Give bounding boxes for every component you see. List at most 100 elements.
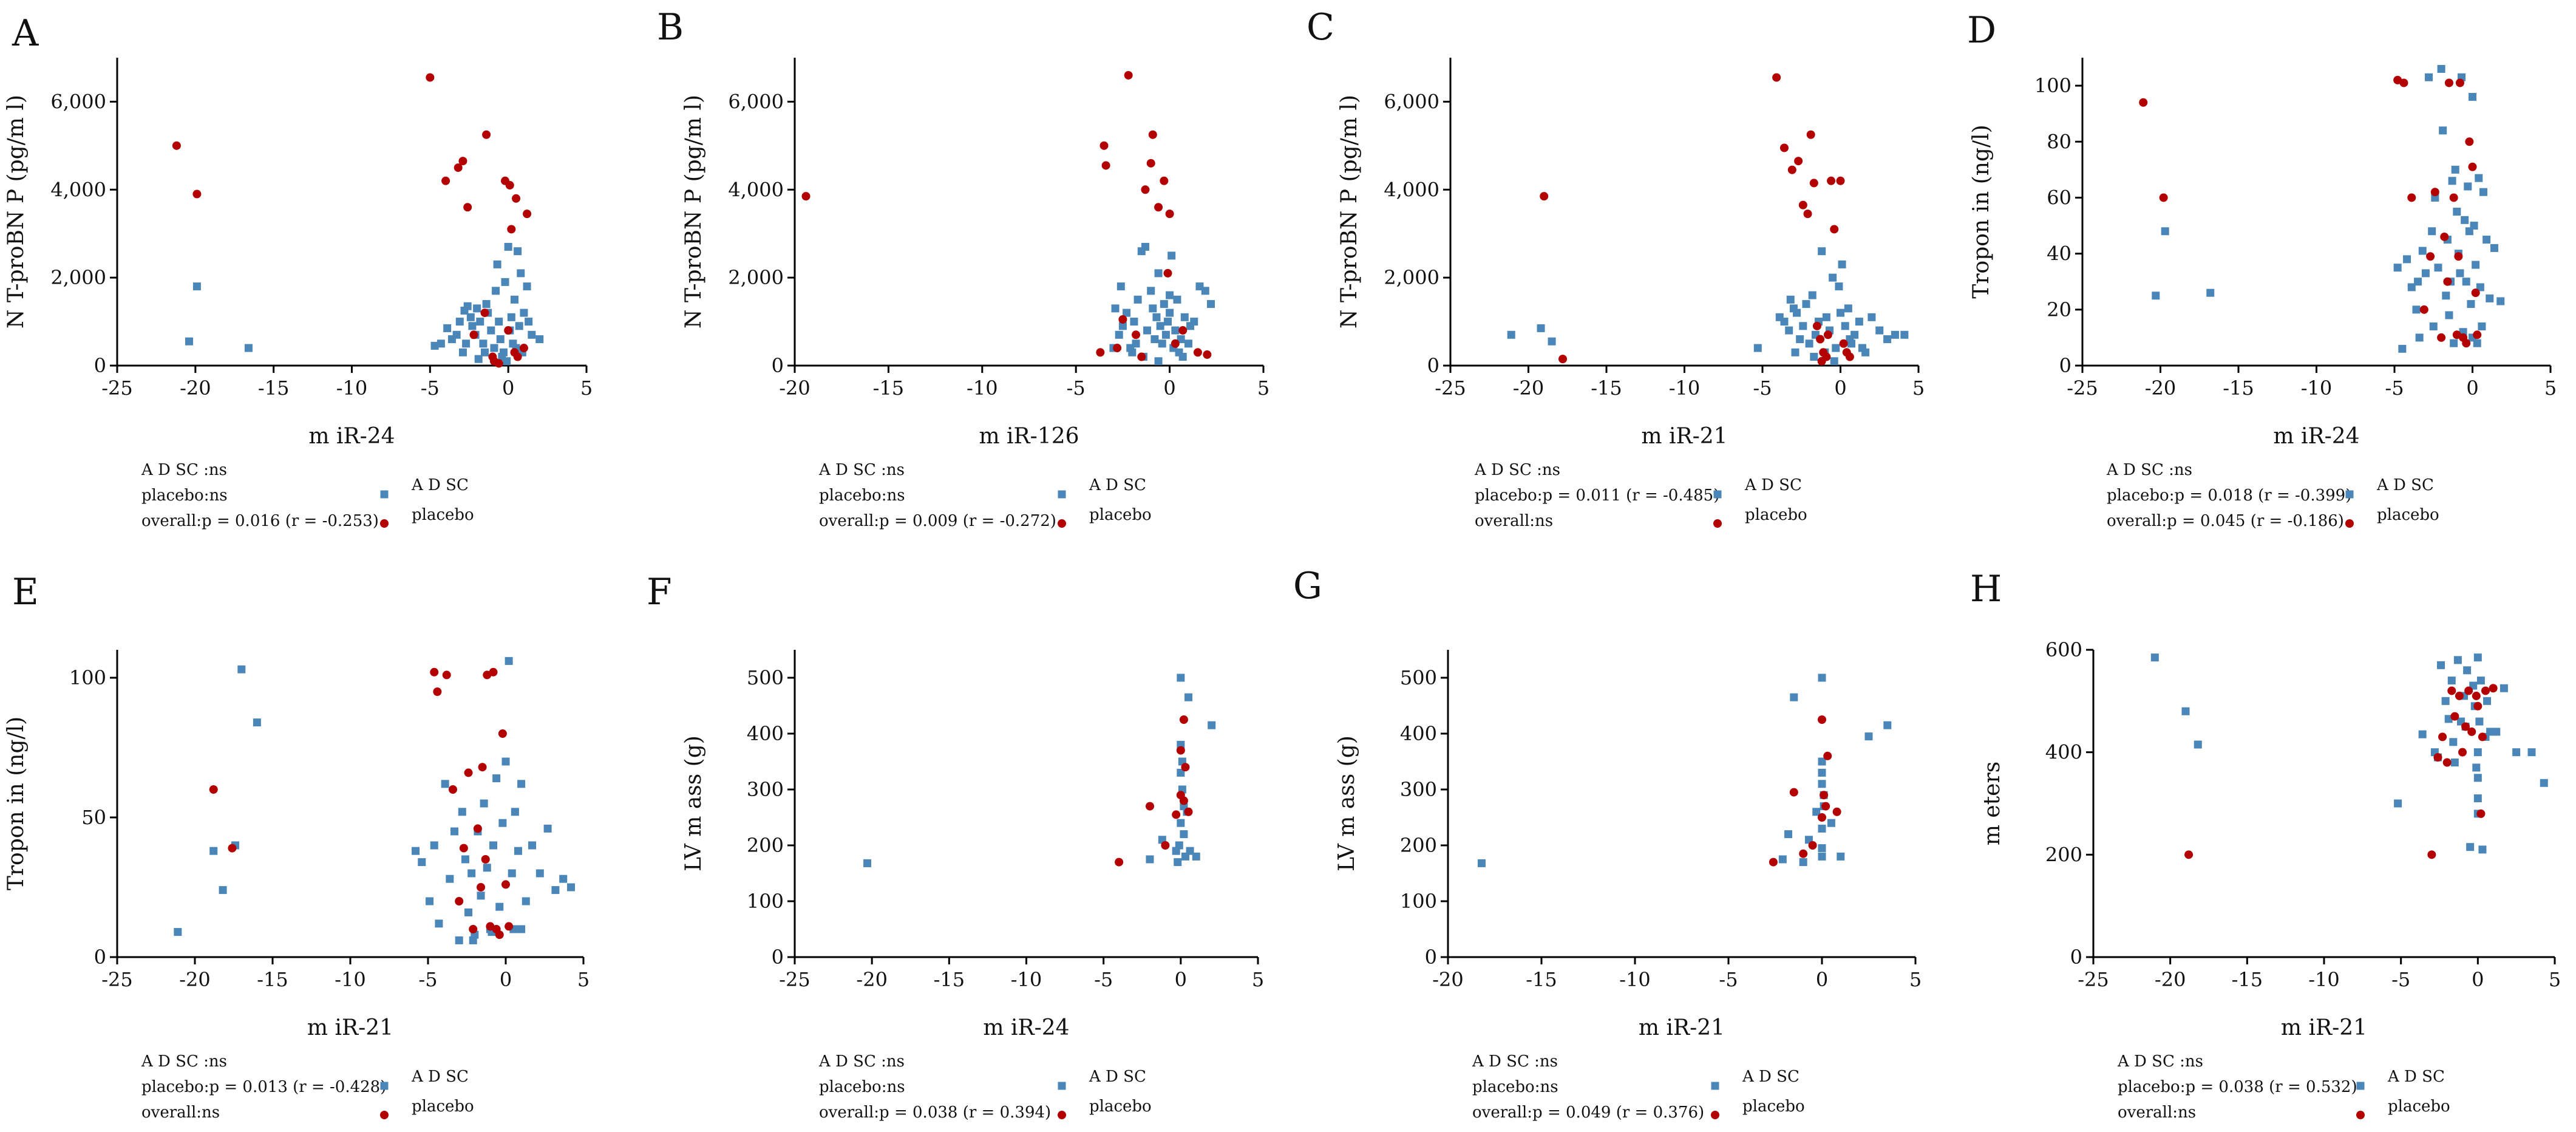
adsc-point	[492, 774, 501, 783]
legend-placebo-label: placebo	[1745, 506, 1807, 524]
adsc-point	[2464, 182, 2472, 191]
placebo-point	[1172, 810, 1181, 819]
x-tick-label: -20	[1513, 377, 1545, 400]
adsc-point	[490, 344, 498, 352]
y-tick-label: 300	[1400, 778, 1437, 801]
stats-line: placebo:ns	[141, 486, 228, 505]
adsc-point	[1812, 808, 1821, 816]
adsc-point	[2475, 174, 2483, 182]
legend-adsc-label: A D SC	[411, 1068, 469, 1086]
placebo-point	[2464, 686, 2473, 695]
placebo-point	[2455, 78, 2464, 87]
adsc-point	[426, 897, 434, 905]
adsc-point	[1177, 768, 1185, 777]
adsc-point	[525, 318, 533, 326]
adsc-point	[504, 242, 512, 251]
adsc-point	[498, 819, 507, 827]
adsc-point	[523, 282, 531, 291]
x-tick-label: 0	[2472, 968, 2484, 991]
x-tick-label: 5	[580, 377, 593, 400]
legend-placebo-label: placebo	[1742, 1097, 1805, 1116]
x-tick-label: -25	[101, 377, 133, 400]
placebo-point	[2449, 193, 2458, 202]
adsc-point	[2475, 717, 2484, 726]
adsc-point	[520, 309, 528, 317]
adsc-point	[1174, 858, 1182, 867]
adsc-point	[437, 339, 445, 348]
adsc-point	[551, 886, 560, 895]
adsc-point	[1855, 318, 1863, 326]
adsc-point	[1132, 339, 1140, 348]
legend-adsc-label: A D SC	[1089, 1068, 1146, 1086]
adsc-point	[2425, 73, 2433, 81]
y-tick-label: 4,000	[1384, 178, 1439, 201]
placebo-point	[469, 330, 478, 339]
adsc-point	[1844, 304, 1852, 313]
placebo-point	[1165, 210, 1174, 219]
placebo-point	[1836, 176, 1845, 185]
adsc-point	[2463, 666, 2472, 675]
adsc-point	[495, 318, 503, 326]
placebo-point	[1178, 326, 1188, 335]
adsc-point	[1154, 269, 1163, 278]
y-tick-label: 2,000	[728, 266, 784, 289]
placebo-point	[2467, 727, 2476, 736]
stats-line: overall:p = 0.049 (r = 0.376)	[1472, 1103, 1704, 1122]
adsc-point	[863, 859, 872, 867]
legend-placebo-marker	[1058, 1111, 1066, 1119]
adsc-point	[461, 855, 469, 864]
adsc-point	[253, 718, 261, 727]
panel-letter: G	[1293, 565, 1322, 607]
adsc-point	[1799, 858, 1807, 867]
placebo-point	[1115, 858, 1124, 867]
adsc-point	[2472, 763, 2481, 772]
placebo-point	[1181, 763, 1190, 772]
x-tick-label: -20	[1432, 968, 1464, 991]
adsc-point	[495, 902, 504, 911]
y-tick-label: 20	[2047, 298, 2071, 321]
placebo-point	[1179, 715, 1188, 724]
x-tick-label: -15	[1526, 968, 1557, 991]
legend-adsc-label: A D SC	[2387, 1068, 2445, 1086]
adsc-point	[1837, 852, 1845, 861]
y-tick-label: 400	[747, 722, 784, 745]
stats-line: A D SC :ns	[1472, 1052, 1558, 1071]
adsc-point	[1477, 859, 1486, 867]
adsc-point	[1891, 330, 1899, 339]
placebo-point	[1823, 751, 1832, 760]
adsc-point	[2473, 653, 2482, 662]
y-tick-label: 4,000	[728, 178, 784, 201]
adsc-point	[2540, 779, 2548, 787]
placebo-point	[1145, 802, 1154, 811]
legend-placebo-label: placebo	[1089, 506, 1152, 524]
adsc-point	[2473, 794, 2482, 803]
placebo-point	[523, 210, 532, 219]
adsc-point	[498, 353, 506, 361]
adsc-point	[1537, 324, 1545, 332]
adsc-point	[1818, 673, 1826, 682]
adsc-point	[1883, 335, 1892, 344]
adsc-point	[455, 936, 463, 944]
y-tick-label: 6,000	[1384, 90, 1439, 113]
x-axis-label: m iR-21	[2281, 1015, 2367, 1040]
placebo-point	[1113, 344, 1122, 353]
adsc-point	[1123, 309, 1131, 317]
adsc-point	[510, 295, 518, 304]
x-axis-label: m iR-21	[1639, 1015, 1725, 1040]
adsc-point	[1818, 247, 1826, 256]
adsc-point	[462, 339, 471, 348]
x-tick-label: -5	[2391, 968, 2410, 991]
legend-adsc-marker	[2345, 490, 2354, 499]
placebo-point	[469, 925, 478, 933]
adsc-point	[2462, 278, 2470, 286]
placebo-point	[1558, 355, 1568, 364]
y-axis-label: Tropon in (ng/l)	[1969, 124, 1994, 298]
adsc-point	[1822, 313, 1830, 321]
adsc-point	[2476, 677, 2485, 685]
y-tick-label: 400	[2045, 741, 2082, 764]
placebo-point	[1830, 225, 1839, 234]
adsc-point	[528, 841, 537, 850]
adsc-point	[468, 322, 477, 330]
